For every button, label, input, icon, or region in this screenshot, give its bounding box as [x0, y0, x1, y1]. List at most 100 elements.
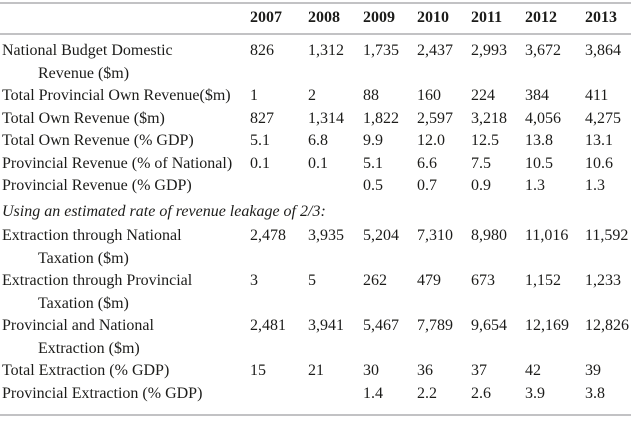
- value-cell: 0.5: [363, 177, 383, 194]
- value-cell: 673: [471, 272, 495, 289]
- row-label: Provincial and National Extraction ($m): [2, 317, 154, 357]
- value-cell: 3,935: [308, 227, 344, 244]
- row-label: Provincial Revenue (% GDP): [2, 177, 192, 194]
- value-cell: 7.5: [471, 154, 491, 172]
- value-cell: 1.3: [585, 177, 605, 194]
- value-cell: 7,310: [417, 227, 453, 244]
- value-cell: [308, 383, 363, 416]
- value-cell: 1,233: [585, 272, 621, 289]
- table-row: Provincial Revenue (% of National) 0.1 0.1…: [0, 153, 631, 176]
- value-cell: 7,789: [417, 317, 453, 334]
- row-label: Total Own Revenue ($m): [2, 109, 165, 127]
- value-cell: 384: [525, 87, 549, 104]
- value-cell: 2,993: [471, 42, 507, 59]
- table-row: Total Provincial Own Revenue($m) 1 2 88 160 2…: [0, 85, 631, 108]
- value-cell: 0.1: [250, 154, 270, 172]
- value-cell: 827: [250, 109, 274, 127]
- row-label: Extraction through Provincial Taxation (…: [2, 272, 193, 312]
- row-label: Provincial Revenue (% of National): [2, 154, 233, 172]
- value-cell: 11,592: [585, 227, 629, 244]
- value-cell: 3.9: [525, 384, 545, 402]
- value-cell: [308, 175, 363, 198]
- value-cell: 1,735: [363, 42, 399, 59]
- value-cell: 12,826: [585, 317, 629, 334]
- value-cell: 15: [250, 362, 266, 379]
- value-cell: 2,437: [417, 42, 453, 59]
- value-cell: 36: [417, 362, 433, 379]
- row-label: Total Extraction (% GDP): [2, 362, 170, 379]
- value-cell: [250, 175, 308, 198]
- value-cell: 160: [417, 87, 441, 104]
- table-row: Total Own Revenue ($m) 827 1,314 1,822 2,597…: [0, 108, 631, 131]
- value-cell: 10.6: [585, 154, 613, 172]
- value-cell: 42: [525, 362, 541, 379]
- value-cell: 3,941: [308, 317, 344, 334]
- table-row: Extraction through Provincial Taxation (…: [0, 270, 631, 315]
- header-year-2008: 2008: [308, 3, 363, 35]
- table-row: Provincial Extraction (% GDP) 1.4 2.2 2.6 3.…: [0, 383, 631, 416]
- table-body: National Budget Domestic Revenue ($m) 826…: [0, 34, 631, 415]
- value-cell: 2.2: [417, 384, 437, 402]
- value-cell: 11,016: [525, 227, 569, 244]
- header-year-2009: 2009: [363, 3, 417, 35]
- value-cell: 3,672: [525, 42, 561, 59]
- value-cell: 6.8: [308, 132, 328, 149]
- value-cell: 0.7: [417, 177, 437, 194]
- value-cell: 479: [417, 272, 441, 289]
- section-note: Using an estimated rate of revenue leaka…: [2, 202, 326, 220]
- value-cell: 1,314: [308, 109, 344, 127]
- table-row: Provincial Revenue (% GDP) 0.5 0.7 0.9 1.3 1.…: [0, 175, 631, 198]
- value-cell: 0.1: [308, 154, 328, 172]
- value-cell: 2,597: [417, 109, 453, 127]
- header-year-2013: 2013: [585, 3, 631, 35]
- value-cell: 10.5: [525, 154, 553, 172]
- value-cell: 5: [308, 272, 316, 289]
- value-cell: [250, 383, 308, 416]
- table-header: 2007 2008 2009 2010 2011 2012 2013: [0, 3, 631, 35]
- table-row: Provincial and National Extraction ($m) 2…: [0, 315, 631, 360]
- table-row: Total Own Revenue (% GDP) 5.1 6.8 9.9 12.0 12…: [0, 130, 631, 153]
- value-cell: 2.6: [471, 384, 491, 402]
- value-cell: 3.8: [585, 384, 605, 402]
- value-cell: 2,478: [250, 227, 286, 244]
- value-cell: 12.5: [471, 132, 499, 149]
- row-label: Provincial Extraction (% GDP): [2, 384, 203, 402]
- value-cell: 262: [363, 272, 387, 289]
- row-label: Extraction through National Taxation ($m…: [2, 227, 182, 267]
- value-cell: 30: [363, 362, 379, 379]
- row-label: Total Own Revenue (% GDP): [2, 132, 194, 149]
- value-cell: 411: [585, 87, 609, 104]
- value-cell: 5,204: [363, 227, 399, 244]
- value-cell: 13.8: [525, 132, 553, 149]
- table-row: National Budget Domestic Revenue ($m) 826…: [0, 34, 631, 85]
- value-cell: 1: [250, 87, 258, 104]
- value-cell: 6.6: [417, 154, 437, 172]
- value-cell: 2,481: [250, 317, 286, 334]
- header-empty-cell: [0, 3, 250, 35]
- value-cell: 1,152: [525, 272, 561, 289]
- value-cell: 0.9: [471, 177, 491, 194]
- section-row: Using an estimated rate of revenue leaka…: [0, 198, 631, 226]
- value-cell: 4,275: [585, 109, 621, 127]
- value-cell: 826: [250, 42, 274, 59]
- value-cell: 2: [308, 87, 316, 104]
- value-cell: 88: [363, 87, 379, 104]
- value-cell: 9,654: [471, 317, 507, 334]
- table-header-row: 2007 2008 2009 2010 2011 2012 2013: [0, 3, 631, 35]
- row-label: Total Provincial Own Revenue($m): [2, 87, 231, 104]
- header-year-2012: 2012: [525, 3, 585, 35]
- table-row: Total Extraction (% GDP) 15 21 30 36 37 42 39: [0, 360, 631, 383]
- value-cell: 9.9: [363, 132, 383, 149]
- value-cell: 5.1: [363, 154, 383, 172]
- value-cell: 1,312: [308, 42, 344, 59]
- value-cell: 1.4: [363, 384, 383, 402]
- value-cell: 37: [471, 362, 487, 379]
- value-cell: 13.1: [585, 132, 613, 149]
- value-cell: 4,056: [525, 109, 561, 127]
- value-cell: 39: [585, 362, 601, 379]
- value-cell: 3,864: [585, 42, 621, 59]
- value-cell: 12,169: [525, 317, 569, 334]
- value-cell: 5,467: [363, 317, 399, 334]
